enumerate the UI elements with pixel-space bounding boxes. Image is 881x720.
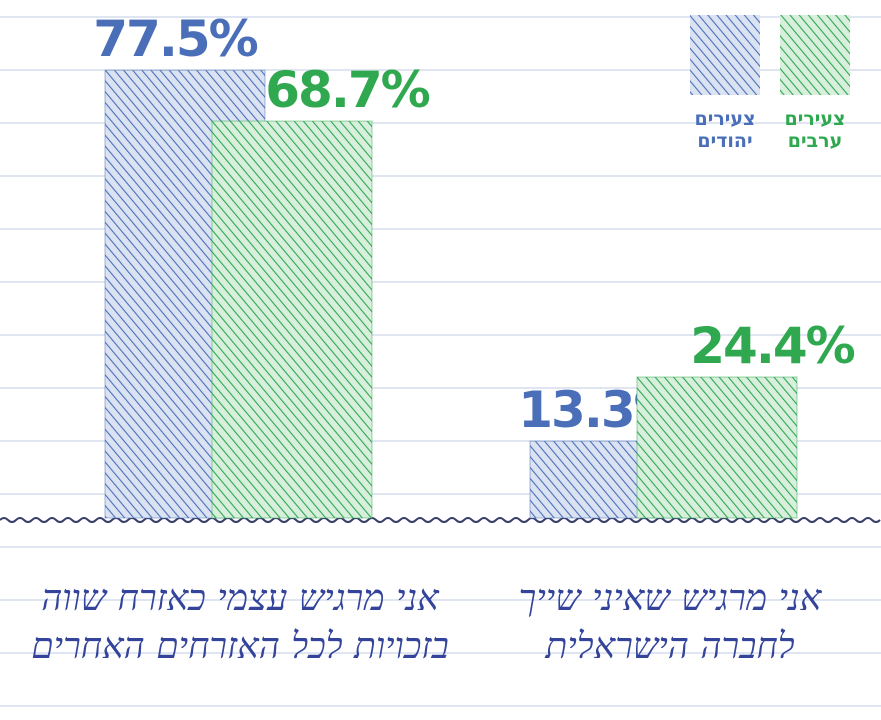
value-label: 77.5% xyxy=(93,10,257,68)
baseline xyxy=(0,517,881,523)
legend-swatch xyxy=(780,15,850,95)
legend-label: צעירים ערבים xyxy=(784,108,846,152)
legend-swatch xyxy=(690,15,760,95)
value-label: 68.7% xyxy=(265,61,429,119)
category-label: אני מרגיש עצמי כאזרח שווה בזכויות לכל הא… xyxy=(31,578,449,667)
bar xyxy=(636,376,798,519)
bar xyxy=(211,120,373,519)
category-label: אני מרגיש שאיני שייך לחברה הישראלית xyxy=(518,578,822,667)
legend-label: צעירים יהודים xyxy=(694,108,756,152)
value-label: 24.4% xyxy=(690,317,854,375)
